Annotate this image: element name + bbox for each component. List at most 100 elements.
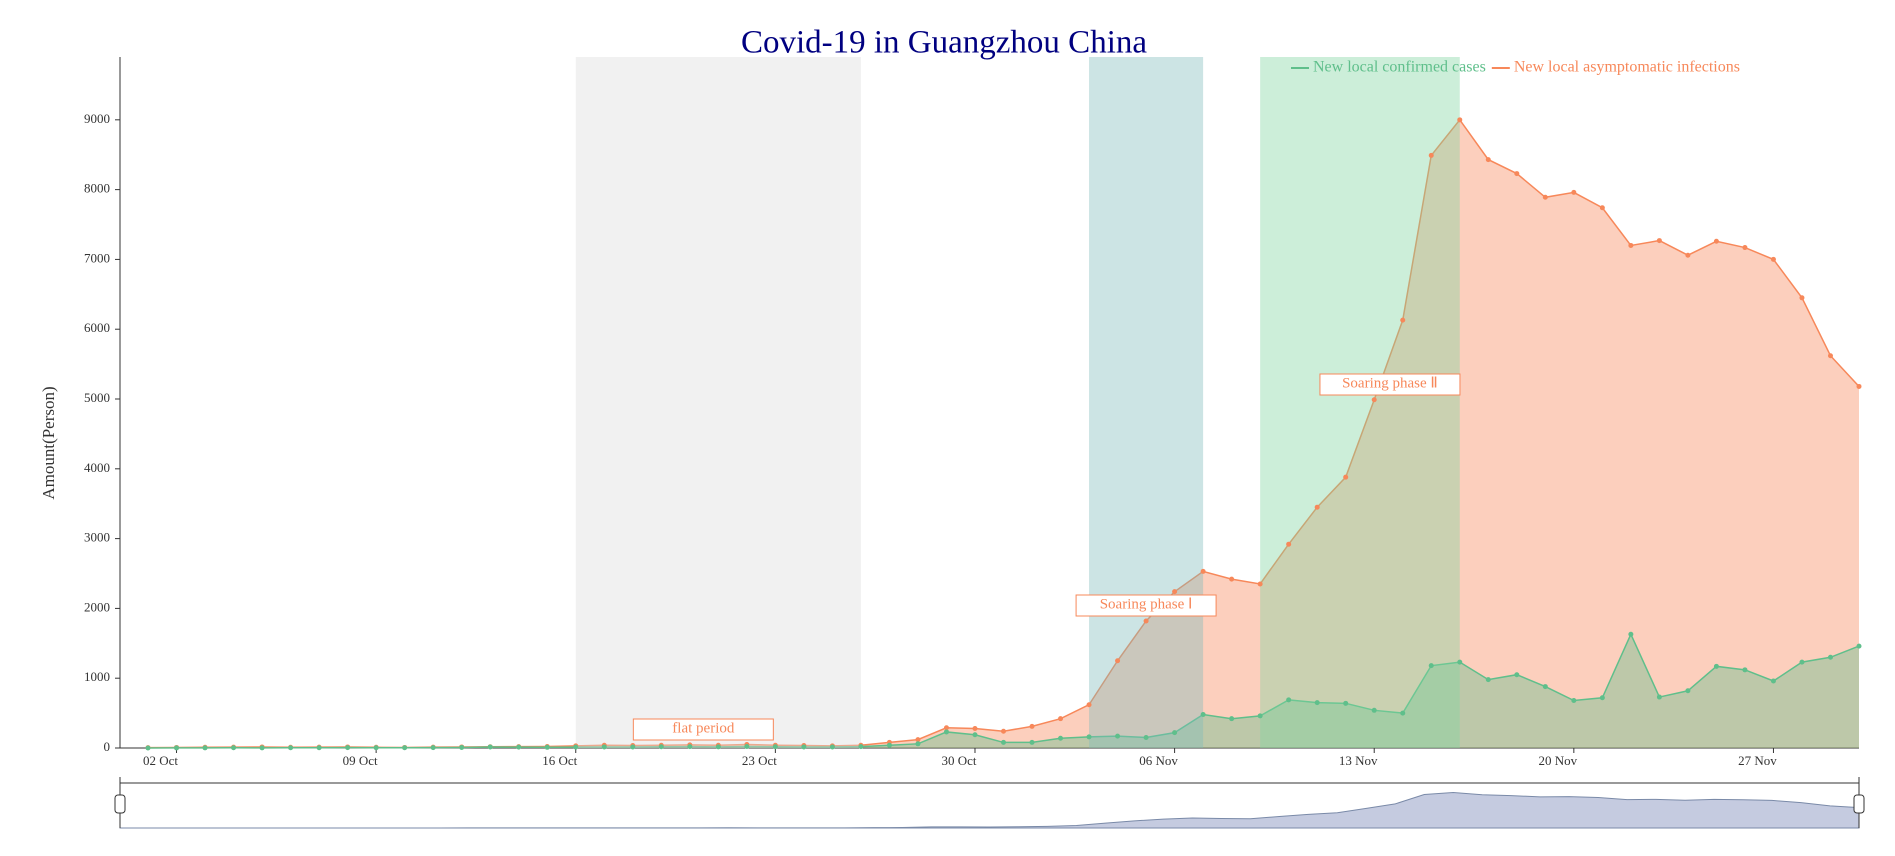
annotation-box: [1319, 373, 1461, 396]
y-tick-label: 8000: [84, 181, 110, 196]
point: [1058, 735, 1064, 741]
point: [516, 744, 522, 750]
y-axis-label: Amount(Person): [39, 386, 58, 499]
point: [174, 745, 180, 751]
point: [1827, 353, 1833, 359]
point: [744, 743, 750, 749]
point: [430, 745, 436, 751]
zoom-handle[interactable]: [114, 794, 126, 814]
point: [1172, 730, 1178, 736]
point: [943, 725, 949, 731]
point: [1542, 194, 1548, 200]
point: [487, 744, 493, 750]
point: [1457, 659, 1463, 665]
point: [459, 744, 465, 750]
point: [1086, 734, 1092, 740]
point: [1856, 383, 1862, 389]
point: [858, 744, 864, 750]
point: [231, 745, 237, 751]
point: [772, 744, 778, 750]
zoom-handle[interactable]: [1853, 794, 1865, 814]
annotation-label: Soaring phase Ⅰ: [1100, 596, 1193, 612]
point: [687, 744, 693, 750]
point: [715, 744, 721, 750]
point: [1343, 474, 1349, 480]
point: [1799, 659, 1805, 665]
x-tick-label: 27 Nov: [1738, 753, 1777, 768]
point: [1029, 723, 1035, 729]
point: [658, 744, 664, 750]
point: [1400, 710, 1406, 716]
point: [1086, 702, 1092, 708]
x-tick-label: 30 Oct: [941, 753, 976, 768]
point: [573, 744, 579, 750]
point: [1457, 117, 1463, 123]
y-tick-label: 2000: [84, 599, 110, 614]
point: [1685, 688, 1691, 694]
area: [148, 634, 1859, 748]
point: [1628, 242, 1634, 248]
point: [801, 744, 807, 750]
point: [1485, 157, 1491, 163]
point: [886, 742, 892, 748]
point: [1428, 663, 1434, 669]
point: [972, 732, 978, 738]
x-tick-label: 16 Oct: [542, 753, 577, 768]
point: [1001, 728, 1006, 734]
point: [288, 745, 294, 751]
y-tick-label: 5000: [84, 390, 110, 405]
point: [1172, 589, 1178, 595]
annotation-box: [1075, 594, 1217, 617]
point: [1286, 697, 1292, 703]
annotation-label: Soaring phase Ⅱ: [1342, 375, 1438, 391]
chart-title: Covid-19 in Guangzhou China: [741, 25, 1147, 61]
point: [943, 729, 949, 735]
mark-area: [575, 57, 861, 748]
point: [630, 744, 636, 750]
point: [259, 745, 265, 751]
point: [1485, 677, 1491, 683]
point: [1599, 695, 1605, 701]
annotation-label: flat period: [672, 720, 735, 736]
point: [1257, 581, 1263, 587]
point: [1314, 504, 1320, 510]
point: [1742, 245, 1748, 251]
point: [1400, 317, 1406, 323]
point: [1628, 631, 1634, 637]
point: [145, 745, 151, 751]
point: [915, 737, 921, 743]
y-tick-label: 4000: [84, 460, 110, 475]
point: [1770, 678, 1776, 684]
point: [829, 744, 835, 750]
point: [1001, 739, 1006, 745]
mark-area: [1089, 57, 1204, 748]
point: [1257, 713, 1263, 719]
point: [544, 744, 550, 750]
point: [1115, 658, 1121, 664]
point: [1656, 694, 1662, 700]
point: [345, 745, 351, 751]
y-tick-label: 1000: [84, 669, 110, 684]
point: [1143, 618, 1149, 624]
point: [373, 745, 379, 751]
point: [1599, 205, 1605, 211]
point: [1514, 171, 1520, 177]
point: [1343, 700, 1349, 706]
mark-area: [1260, 57, 1460, 748]
x-tick-label: 13 Nov: [1339, 753, 1378, 768]
point: [1200, 568, 1206, 574]
point: [316, 745, 322, 751]
point: [1229, 576, 1235, 582]
point: [1713, 238, 1719, 244]
legend-label: New local confirmed cases: [1313, 59, 1486, 76]
point: [1713, 663, 1719, 669]
point: [1200, 711, 1206, 717]
point: [601, 744, 607, 750]
point: [1770, 256, 1776, 262]
point: [1371, 707, 1377, 713]
zoom-shadow: [119, 792, 1860, 829]
point: [915, 741, 921, 747]
y-tick-label: 3000: [84, 530, 110, 545]
point: [1314, 700, 1320, 706]
